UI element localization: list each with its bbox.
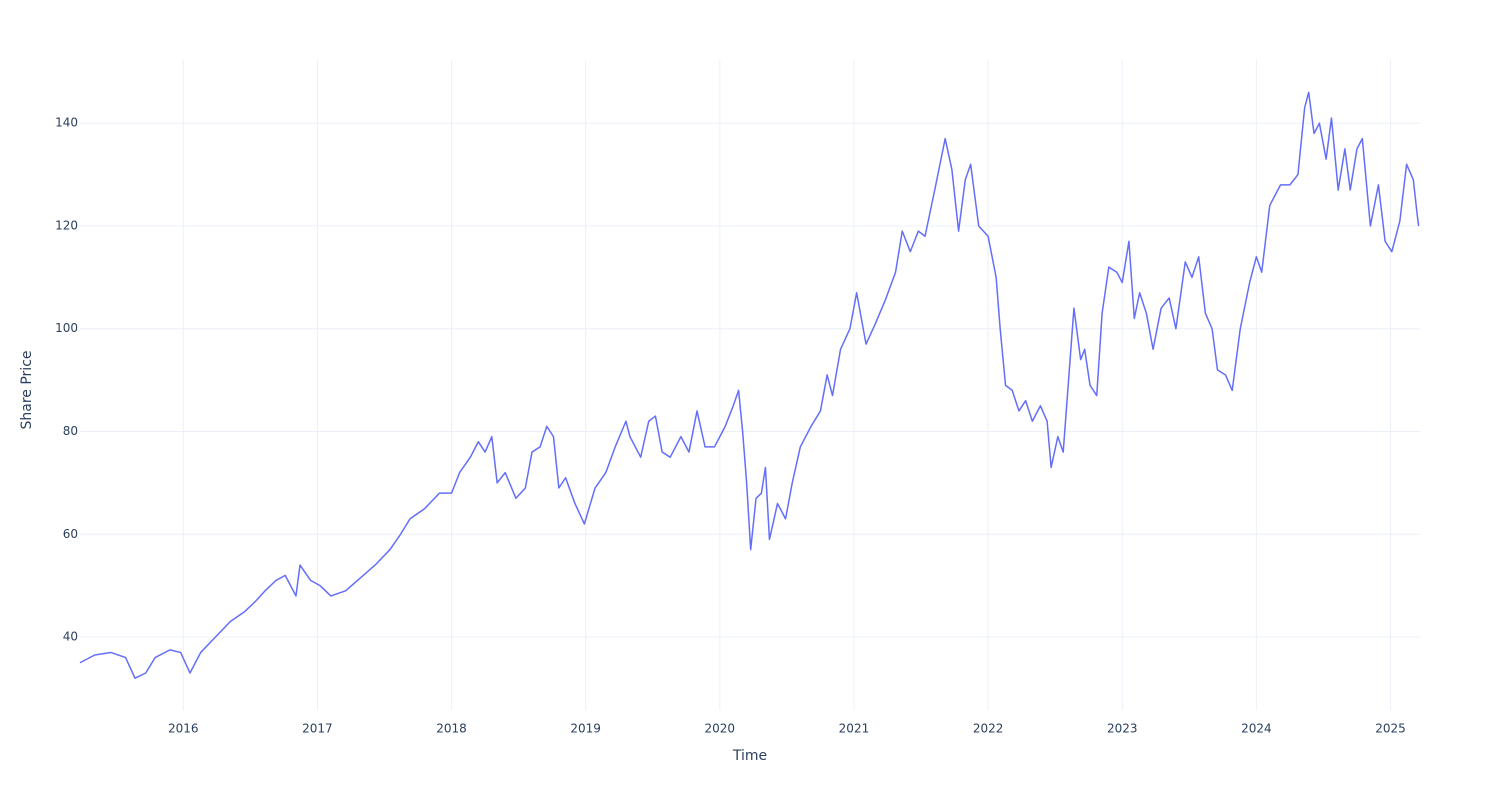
x-tick-label: 2020 <box>705 722 736 736</box>
price-line <box>79 91 1420 679</box>
x-tick-label: 2022 <box>973 722 1004 736</box>
x-tick-label: 2021 <box>839 722 870 736</box>
y-tick-label: 60 <box>63 527 78 541</box>
y-tick-label: 100 <box>55 321 78 335</box>
x-tick-label: 2017 <box>302 722 333 736</box>
x-tick-label: 2025 <box>1375 722 1406 736</box>
y-axis-title: Share Price <box>19 350 35 429</box>
y-tick-label: 40 <box>63 630 78 644</box>
y-tick-label: 80 <box>63 424 78 438</box>
x-tick-label: 2019 <box>570 722 601 736</box>
x-tick-label: 2016 <box>168 722 199 736</box>
x-tick-label: 2023 <box>1107 722 1138 736</box>
y-tick-label: 140 <box>55 116 78 130</box>
y-tick-label: 120 <box>55 218 78 232</box>
x-axis-title: Time <box>732 748 767 764</box>
x-tick-label: 2018 <box>436 722 467 736</box>
x-tick-label: 2024 <box>1241 722 1272 736</box>
